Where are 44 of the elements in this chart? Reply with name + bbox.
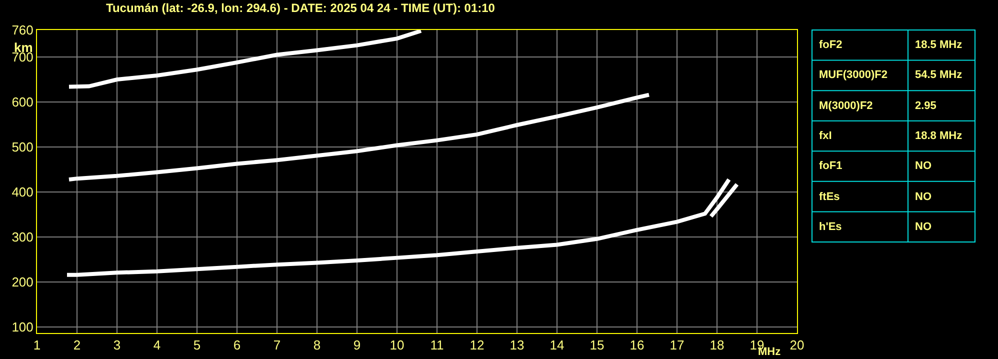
x-tick-label: 14	[550, 338, 564, 353]
chart-title: Tucumán (lat: -26.9, lon: 294.6) - DATE: 2025 04 24 - TIME (UT): 01:10	[106, 1, 496, 15]
y-tick-label: 200	[12, 274, 34, 290]
x-tick-label: 11	[430, 338, 444, 353]
text: fxI	[819, 130, 832, 142]
x-tick-label: 10	[390, 338, 404, 353]
line-series	[67, 92, 651, 182]
x-tick-label: 1	[33, 338, 41, 353]
x-tick-label: 12	[470, 338, 484, 353]
line-series	[67, 30, 423, 89]
text: NO	[915, 191, 932, 203]
text: foF1	[819, 160, 842, 172]
x-tick-label: 18	[710, 338, 724, 353]
text: 18.5 MHz	[915, 39, 963, 51]
text: foF2	[819, 39, 842, 51]
y-tick-label: 500	[12, 140, 34, 155]
x-tick-label: 2	[73, 338, 81, 353]
text: M(3000)F2	[819, 100, 873, 112]
y-tick-label: 760	[12, 22, 34, 38]
x-tick-label: 9	[353, 338, 361, 353]
x-tick-label: 13	[510, 338, 524, 353]
x-tick-label: 6	[233, 338, 241, 353]
y-tick-label: 600	[12, 94, 34, 110]
x-tick-label: 3	[113, 338, 121, 353]
x-tick-label: 20	[790, 338, 804, 353]
x-tick-label: 5	[193, 338, 201, 353]
text: h'Es	[819, 221, 842, 233]
x-tick-label: 15	[590, 338, 604, 353]
text: ftEs	[819, 191, 840, 203]
text: NO	[915, 221, 932, 233]
text: 2.95	[915, 100, 936, 112]
x-tick-label: 7	[273, 338, 281, 353]
y-tick-label: 100	[12, 320, 34, 335]
x-tick-label: 8	[313, 338, 321, 353]
x-tick-label: 16	[630, 338, 644, 353]
y-tick-label: 300	[12, 230, 34, 245]
x-tick-label: 17	[670, 338, 684, 353]
x-tick-label: 4	[153, 338, 161, 353]
text: 54.5 MHz	[915, 69, 963, 81]
text: MUF(3000)F2	[819, 69, 888, 81]
line-series	[65, 177, 731, 277]
text: NO	[915, 160, 932, 172]
text: 18.8 MHz	[915, 130, 963, 142]
y-tick-label: 400	[12, 184, 34, 200]
